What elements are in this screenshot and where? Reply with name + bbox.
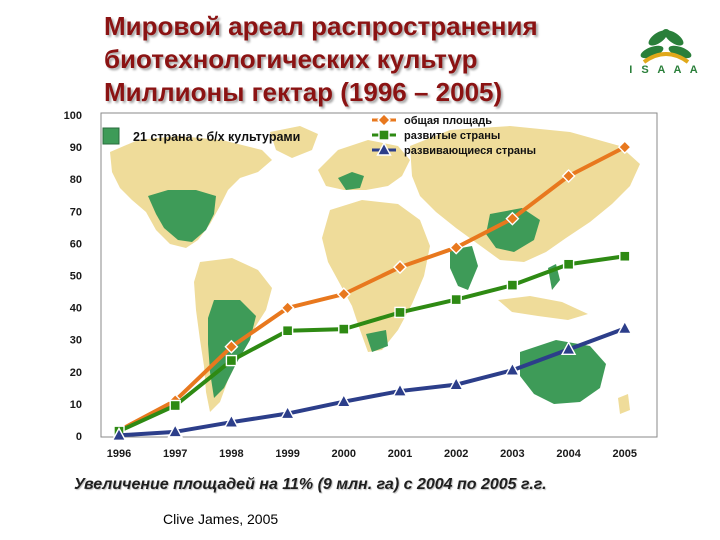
- data-point-total: [280, 300, 295, 315]
- map-greenland: [270, 126, 318, 158]
- x-tick-label: 2004: [556, 448, 581, 460]
- map-asia: [410, 126, 640, 262]
- growth-note: Увеличение площадей на 11% (9 млн. га) с…: [74, 476, 547, 493]
- map-australia: [520, 340, 606, 404]
- y-tick-label: 40: [70, 303, 82, 315]
- y-tick-label: 30: [70, 335, 82, 347]
- data-point-total: [336, 287, 351, 302]
- x-tick-label: 2005: [613, 448, 637, 460]
- x-tick-label: 2000: [332, 448, 356, 460]
- series-line-developed: [118, 254, 626, 434]
- title-line-3: Миллионы гектар (1996 – 2005): [104, 77, 503, 107]
- map-europe-gm: [338, 172, 364, 190]
- data-point-total: [224, 339, 239, 354]
- data-point-developed: [225, 354, 238, 367]
- series-line-total: [118, 145, 626, 433]
- y-tick-label: 80: [70, 174, 82, 186]
- legend-label-developed: развитые страны: [404, 130, 500, 142]
- x-tick-label: 1997: [163, 448, 187, 460]
- y-tick-label: 60: [70, 238, 82, 250]
- series-line-developing: [118, 326, 626, 438]
- data-point-developing: [223, 413, 240, 428]
- map-legend-swatch: [102, 127, 120, 145]
- data-point-developed: [562, 258, 575, 270]
- y-tick-label: 70: [70, 206, 82, 218]
- isaaa-logo-icon: [640, 29, 692, 64]
- x-tick-label: 1996: [107, 448, 131, 460]
- data-point-developed: [619, 250, 631, 262]
- series-layer: [111, 140, 633, 442]
- data-point-developing: [111, 426, 127, 442]
- x-tick-label: 1998: [219, 448, 243, 460]
- map-legend-label: 21 страна с б/х культурами: [133, 130, 300, 144]
- logo-text: I S A A A: [629, 64, 701, 76]
- map-india-gm: [450, 246, 478, 290]
- data-point-developed: [281, 325, 294, 337]
- source-credit: Clive James, 2005: [163, 511, 279, 527]
- map-south-africa-gm: [366, 330, 388, 352]
- legend-marker-developing: [376, 141, 392, 156]
- y-axis-ticks: 0 10 20 30 40 50 60 70 80 90 100: [64, 110, 82, 443]
- world-map: [110, 126, 640, 414]
- y-tick-label: 10: [70, 399, 82, 411]
- data-point-developed: [338, 323, 350, 335]
- data-point-total: [505, 211, 520, 226]
- data-point-developing: [392, 382, 408, 397]
- chart-title: Мировой ареал распространения биотехноло…: [104, 10, 574, 109]
- legend-marker-developed: [378, 129, 390, 141]
- y-tick-label: 20: [70, 367, 82, 379]
- data-point-developed: [169, 399, 181, 412]
- data-point-total: [393, 260, 407, 275]
- y-tick-label: 50: [70, 271, 82, 283]
- x-tick-label: 1999: [275, 448, 299, 460]
- data-point-total: [561, 169, 576, 183]
- data-point-total: [449, 240, 464, 255]
- data-point-developing: [279, 405, 296, 420]
- data-point-total: [617, 140, 632, 155]
- title-line-1: Мировой ареал распространения: [104, 11, 538, 41]
- x-axis-ticks: 1996 1997 1998 1999 2000 2001 2002 2003 2004 2005: [107, 448, 637, 460]
- map-china-gm: [486, 208, 540, 252]
- x-tick-label: 2003: [500, 448, 524, 460]
- map-indonesia: [498, 296, 588, 320]
- chart-legend: общая площадь развитые страны развивающиес…: [372, 113, 536, 157]
- map-new-zealand: [618, 394, 630, 414]
- data-point-developing: [617, 319, 633, 335]
- legend-marker-total: [377, 113, 391, 127]
- data-point-developed: [394, 306, 406, 319]
- x-tick-label: 2002: [444, 448, 468, 460]
- y-tick-label: 100: [64, 110, 82, 122]
- data-point-developing: [448, 376, 464, 391]
- data-point-developing: [336, 393, 352, 408]
- data-point-developing: [504, 361, 521, 376]
- y-tick-label: 0: [76, 431, 82, 443]
- y-tick-label: 90: [70, 142, 82, 154]
- title-line-2: биотехнологических культур: [104, 44, 478, 74]
- data-point-developed: [450, 293, 462, 306]
- map-usa-canada-gm: [148, 190, 216, 242]
- data-point-developed: [506, 279, 519, 291]
- legend-label-developing: развивающиеся страны: [404, 145, 536, 157]
- data-point-developing: [167, 423, 183, 438]
- data-point-developing: [560, 340, 577, 356]
- x-tick-label: 2001: [388, 448, 412, 460]
- legend-label-total: общая площадь: [404, 115, 492, 127]
